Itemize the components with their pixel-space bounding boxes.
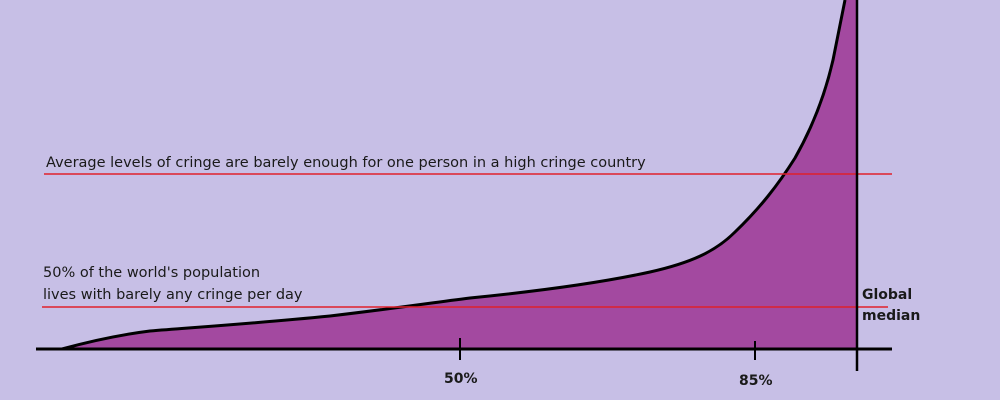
- median-label-line2: median: [862, 308, 921, 324]
- distribution-area: [62, 0, 857, 349]
- tick-label-85: 85%: [739, 373, 773, 389]
- median-label-line1: Global: [862, 287, 913, 303]
- average-annotation: Average levels of cringe are barely enou…: [46, 155, 646, 171]
- tick-label-50: 50%: [444, 371, 478, 387]
- distribution-curve: [61, 0, 847, 351]
- population-annotation-line1: 50% of the world's population: [43, 265, 261, 281]
- population-annotation-line2: lives with barely any cringe per day: [43, 287, 303, 303]
